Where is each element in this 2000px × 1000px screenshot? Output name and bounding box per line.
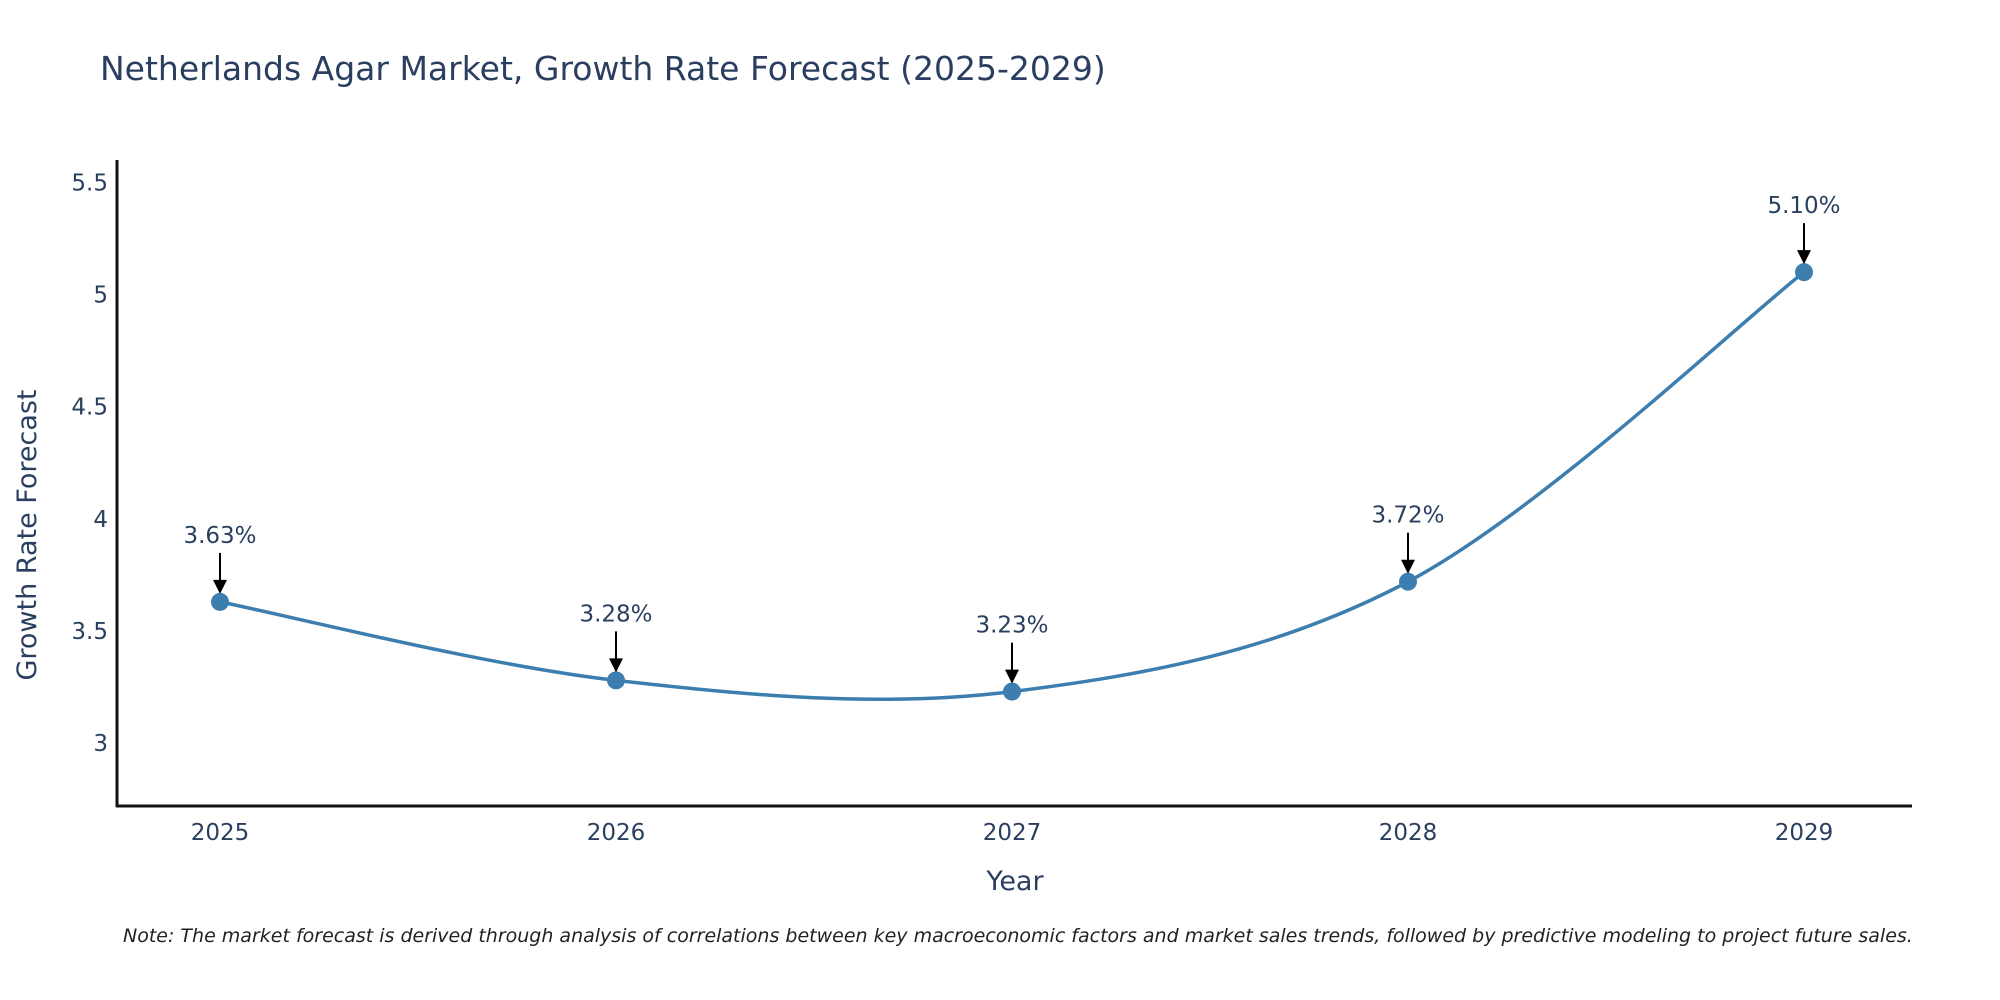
data-point xyxy=(1003,682,1021,701)
y-tick-label: 5 xyxy=(93,283,108,309)
x-tick-label: 2027 xyxy=(983,820,1042,846)
data-label: 3.23% xyxy=(975,613,1048,639)
chart-title: Netherlands Agar Market, Growth Rate For… xyxy=(100,49,1106,88)
data-point xyxy=(607,671,625,690)
y-tick-label: 3.5 xyxy=(71,619,108,645)
data-labels: 3.63% 3.28% 3.23% 3.72% 5.10% xyxy=(183,193,1841,684)
y-tick-label: 4 xyxy=(93,507,108,533)
data-point xyxy=(211,592,229,611)
y-tick-label: 3 xyxy=(93,731,108,757)
x-tick-label: 2028 xyxy=(1379,820,1438,846)
chart-note: Note: The market forecast is derived thr… xyxy=(123,925,1913,947)
data-label: 3.28% xyxy=(579,601,652,627)
x-tick-label: 2025 xyxy=(191,820,250,846)
x-axis-title: Year xyxy=(985,866,1044,897)
annotation-arrowhead xyxy=(1005,669,1019,684)
data-label: 5.10% xyxy=(1767,193,1840,219)
y-axis-title: Growth Rate Forecast xyxy=(12,389,43,680)
annotation-arrowhead xyxy=(1401,559,1415,574)
x-tick-label: 2029 xyxy=(1775,820,1834,846)
y-axis-ticks: 3 3.5 4 4.5 5 5.5 xyxy=(71,170,108,757)
annotation-arrowhead xyxy=(609,658,623,673)
series-line xyxy=(219,270,1806,702)
y-tick-label: 4.5 xyxy=(71,395,108,421)
data-point xyxy=(1399,572,1417,591)
data-points xyxy=(211,263,1813,701)
x-tick-label: 2026 xyxy=(587,820,646,846)
data-label: 3.72% xyxy=(1371,503,1444,529)
y-tick-label: 5.5 xyxy=(71,170,108,196)
data-label: 3.63% xyxy=(183,523,256,549)
annotation-arrowhead xyxy=(1797,250,1811,265)
x-axis-ticks: 2025 2026 2027 2028 2029 xyxy=(191,820,1834,846)
data-point xyxy=(1795,263,1813,282)
annotation-arrowhead xyxy=(213,579,227,594)
